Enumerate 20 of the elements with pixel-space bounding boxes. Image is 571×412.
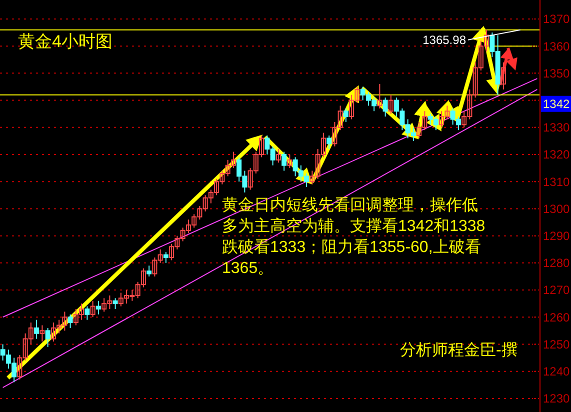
- text: 黄金4小时图: [18, 32, 112, 51]
- y-tick-label: 1280: [543, 256, 570, 270]
- y-tick-label: 1270: [543, 283, 570, 298]
- y-tick-label: 1360: [543, 39, 570, 54]
- y-tick-label: 1320: [543, 148, 570, 162]
- y-tick-label: 1350: [543, 66, 570, 80]
- annotation: 分析师程金臣-撰: [400, 342, 518, 359]
- y-tick-label: 1240: [543, 364, 570, 379]
- y-tick-label: 1230: [543, 392, 570, 406]
- ref-line-label: 1342: [543, 97, 570, 112]
- y-tick-label: 1370: [543, 12, 570, 26]
- y-tick-label: 1260: [543, 310, 570, 324]
- y-tick-label: 1250: [543, 337, 570, 352]
- y-tick-label: 1290: [543, 229, 570, 244]
- annotation: 1365。: [222, 260, 274, 277]
- annotation: 跌破看1333；阻力看1355-60,上破看: [222, 238, 481, 256]
- y-tick-label: 1300: [543, 202, 570, 216]
- annotation: 1365.98: [422, 32, 466, 47]
- y-tick-label: 1330: [543, 120, 570, 135]
- y-tick-label: 1310: [543, 174, 570, 189]
